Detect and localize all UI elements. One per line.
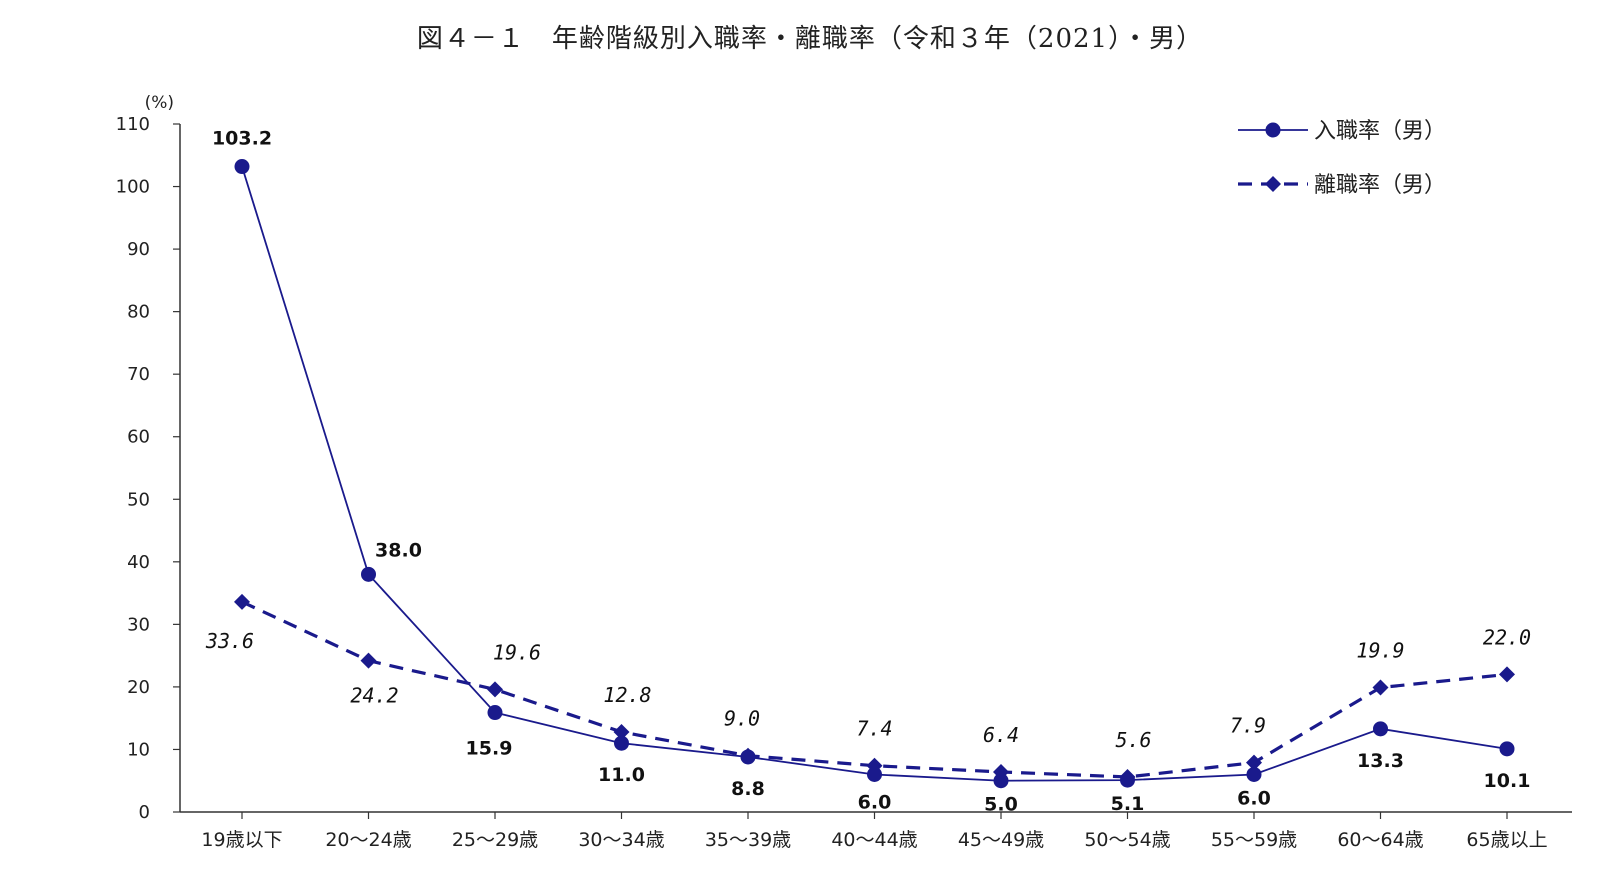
axes: (%) (145, 93, 1572, 813)
y-unit-label: (%) (145, 93, 174, 113)
hire-rate-data-label: 5.1 (1111, 793, 1145, 815)
y-ticks: 0 10 20 30 40 50 60 70 80 90 100 110 (116, 114, 180, 823)
separation-rate-data-label: 6.4 (983, 723, 1019, 747)
separation-rate-point (993, 763, 1009, 780)
hire-rate-data-label: 11.0 (598, 764, 645, 786)
separation-rate-data-label: 24.2 (350, 684, 398, 708)
separation-rate-point (1499, 666, 1515, 683)
separation-rate-line (241, 600, 1508, 779)
separation-rate-data-label: 7.9 (1230, 714, 1266, 738)
series-lines (241, 166, 1508, 782)
hire-rate-point (361, 566, 376, 582)
y-tick-label: 110 (116, 114, 150, 135)
hire-rate-point (867, 766, 882, 782)
x-tick-label: 25～29歳 (452, 829, 538, 851)
x-tick-label: 60～64歳 (1337, 829, 1423, 851)
separation-rate-data-label: 7.4 (856, 717, 892, 741)
hire-rate-data-label: 6.0 (858, 791, 892, 813)
separation-rate-point (1372, 679, 1389, 696)
hire-rate-point (1373, 721, 1388, 737)
y-tick-label: 0 (139, 802, 150, 823)
separation-rate-point (1119, 768, 1136, 785)
hire-rate-point (614, 735, 629, 751)
y-tick-label: 100 (116, 177, 150, 198)
separation-rate-point (866, 757, 883, 774)
hire-rate-data-label: 38.0 (375, 539, 422, 561)
series-markers (234, 159, 1515, 789)
separation-rate-data-label: 12.8 (603, 683, 651, 707)
y-tick-label: 50 (127, 489, 150, 510)
y-tick-label: 20 (127, 677, 150, 698)
separation-rate-point (613, 723, 630, 740)
y-tick-label: 10 (127, 739, 150, 760)
x-tick-label: 35～39歳 (705, 829, 791, 851)
hire-rate-point (487, 705, 503, 721)
x-tick-label: 19歳以下 (201, 829, 282, 851)
x-tick-label: 55～59歳 (1211, 829, 1297, 851)
y-tick-label: 70 (127, 364, 150, 385)
separation-rate-point (1246, 754, 1262, 771)
legend-label: 入職率（男） (1314, 119, 1446, 144)
x-tick-label: 45～49歳 (958, 829, 1044, 851)
x-tick-label: 40～44歳 (831, 829, 917, 851)
x-tick-label: 50～54歳 (1084, 829, 1170, 851)
y-tick-label: 40 (127, 552, 150, 573)
legend-marker (1265, 176, 1281, 192)
x-tick-label: 65歳以上 (1466, 829, 1547, 851)
x-tick-label: 30～34歳 (578, 829, 664, 851)
hire-rate-point (234, 159, 250, 175)
separation-rate-point (487, 681, 503, 698)
hire-rate-data-label: 8.8 (731, 778, 765, 800)
y-tick-label: 90 (127, 239, 150, 260)
separation-rate-data-label: 19.6 (493, 640, 541, 664)
chart-title: 図４－１ 年齢階級別入職率・離職率（令和３年（2021）・男） (416, 24, 1204, 54)
hire-rate-data-label: 13.3 (1357, 750, 1404, 772)
x-categories: 19歳以下 20～24歳 25～29歳 30～34歳 35～39歳 40～44歳 45～49… (201, 812, 1548, 851)
separation-rate-point (234, 593, 250, 610)
hire-rate-line (241, 166, 1508, 782)
separation-rate-data-label: 33.6 (205, 629, 254, 653)
hire-rate-data-label: 15.9 (466, 738, 513, 760)
separation-rate-data-label: 5.6 (1115, 728, 1151, 752)
hire-rate-data-label: 10.1 (1484, 770, 1531, 792)
hire-rate-point (1246, 766, 1262, 782)
data-labels: 103.2 38.0 15.9 11.0 8.8 6.0 5.0 5.1 6.0 13.3 10.1… (205, 128, 1531, 816)
legend-marker (1265, 122, 1281, 138)
hire-rate-data-label: 5.0 (984, 794, 1018, 816)
y-tick-label: 30 (127, 614, 150, 635)
hire-rate-data-label: 6.0 (1237, 787, 1271, 809)
hire-rate-data-label: 103.2 (212, 128, 272, 150)
separation-rate-point (740, 747, 756, 764)
separation-rate-data-label: 19.9 (1356, 639, 1404, 663)
separation-rate-data-label: 9.0 (724, 707, 760, 731)
y-tick-label: 80 (127, 302, 150, 323)
separation-rate-data-label: 22.0 (1483, 625, 1531, 649)
legend-label: 離職率（男） (1314, 173, 1446, 198)
hire-rate-point (993, 773, 1009, 789)
legend: 入職率（男） 離職率（男） (1238, 119, 1446, 198)
y-tick-label: 60 (127, 427, 150, 448)
x-tick-label: 20～24歳 (325, 829, 411, 851)
separation-rate-point (360, 652, 377, 669)
hire-rate-point (1499, 741, 1515, 757)
